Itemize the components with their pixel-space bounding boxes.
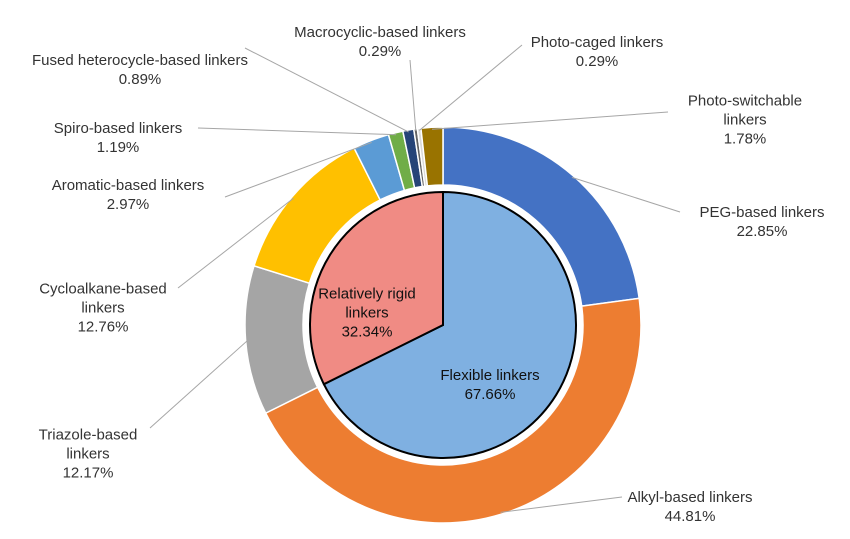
- category-label: Aromatic-based linkers: [51, 177, 205, 194]
- outer-label: Aromatic-based linkers 2.97%: [23, 176, 233, 214]
- category-label: Alkyl-based linkers: [627, 489, 753, 506]
- value-label: 12.76%: [77, 318, 129, 336]
- leader-line: [432, 111, 669, 130]
- category-label: Fused heterocycle-based linkers: [32, 52, 248, 69]
- inner-label: Flexible linkers 67.66%: [415, 366, 565, 404]
- outer-label: Triazole-based linkers 12.17%: [23, 426, 153, 483]
- outer-label: PEG-based linkers 22.85%: [677, 203, 847, 241]
- leader-line: [409, 59, 417, 131]
- category-label: Relatively rigid linkers: [318, 285, 416, 322]
- outer-label: Photo-switchable linkers 1.78%: [665, 92, 825, 149]
- value-label: 1.19%: [96, 139, 140, 156]
- value-label: 2.97%: [106, 196, 150, 213]
- leader-line: [419, 44, 523, 131]
- category-label: Photo-switchable linkers: [687, 92, 803, 129]
- leader-line: [244, 47, 409, 133]
- leader-line: [224, 141, 372, 198]
- outer-slice: [420, 126, 444, 187]
- category-label: Cycloalkane-based linkers: [39, 280, 167, 317]
- value-label: 22.85%: [736, 223, 788, 240]
- outer-slice: [244, 264, 319, 415]
- value-label: 32.34%: [341, 323, 393, 341]
- category-label: Photo-caged linkers: [530, 34, 664, 51]
- outer-label: Macrocyclic-based linkers 0.29%: [265, 23, 495, 61]
- inner-label: Relatively rigid linkers 32.34%: [312, 285, 422, 342]
- outer-label: Alkyl-based linkers 44.81%: [595, 488, 785, 526]
- leader-line: [177, 197, 294, 289]
- value-label: 67.66%: [464, 386, 516, 403]
- outer-slice: [264, 297, 642, 524]
- leader-line: [197, 127, 397, 136]
- outer-label: Cycloalkane-based linkers 12.76%: [23, 280, 183, 337]
- leader-line: [571, 176, 681, 213]
- value-label: 12.17%: [62, 464, 114, 482]
- value-label: 44.81%: [664, 508, 716, 525]
- inner-slice: [322, 190, 577, 459]
- value-label: 0.29%: [358, 43, 402, 60]
- category-label: Macrocyclic-based linkers: [294, 24, 466, 41]
- value-label: 1.78%: [723, 130, 767, 148]
- category-label: Flexible linkers: [440, 367, 540, 384]
- outer-label: Spiro-based linkers 1.19%: [28, 119, 208, 157]
- category-label: Spiro-based linkers: [53, 120, 183, 137]
- outer-label: Photo-caged linkers 0.29%: [507, 33, 687, 71]
- leader-line: [500, 496, 623, 513]
- value-label: 0.89%: [118, 71, 162, 88]
- value-label: 0.29%: [575, 53, 619, 70]
- category-label: Triazole-based linkers: [38, 426, 138, 463]
- leader-line: [149, 340, 248, 429]
- inner-slice: [309, 190, 444, 386]
- outer-label: Fused heterocycle-based linkers 0.89%: [30, 51, 250, 89]
- category-label: PEG-based linkers: [699, 204, 825, 221]
